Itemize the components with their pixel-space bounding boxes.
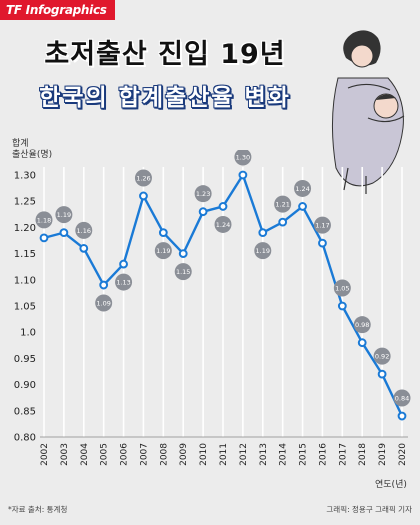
y-tick-label: 1.0 [20,328,36,339]
data-point [178,249,188,258]
x-tick-label: 2017 [338,443,348,466]
mother-baby-illustration [331,30,405,194]
data-point [357,338,367,348]
data-label-bubble [75,221,93,239]
data-point [158,228,168,238]
data-label-bubble [154,242,172,260]
page-title: 초저출산 진입 19년 [44,39,286,70]
data-label: 1.19 [156,247,170,255]
x-tick-label: 2020 [398,443,408,466]
data-point [39,233,49,243]
x-tick-label: 2002 [40,443,50,466]
data-label-bubble [134,169,152,187]
data-point [298,202,307,211]
data-label: 1.19 [57,211,71,219]
data-label: 1.09 [96,299,110,307]
data-label: 1.23 [196,190,210,198]
data-point [218,202,228,211]
y-tick-label: 0.80 [14,433,36,444]
data-point [238,170,248,180]
y-tick-label: 1.15 [14,249,36,260]
x-axis-unit: 연도(년) [375,480,407,490]
data-label-bubble [234,150,252,166]
data-point [258,228,268,238]
data-point [59,228,69,238]
data-label-bubble [35,211,53,229]
data-label-bubble [313,216,331,234]
x-tick-label: 2007 [139,443,149,466]
x-tick-label: 2011 [219,443,229,466]
y-tick-label: 1.30 [14,171,36,182]
data-label: 0.98 [355,321,369,329]
x-tick-label: 2009 [179,443,189,466]
line-chart: 0.800.850.900.951.01.051.101.151.201.251… [14,150,411,466]
data-point [99,280,109,290]
data-label-bubble [254,242,272,260]
data-label: 1.24 [216,221,230,229]
y-tick-label: 0.95 [14,354,36,365]
x-tick-label: 2018 [358,443,368,466]
data-label: 1.19 [256,247,270,255]
x-tick-label: 2015 [299,443,309,466]
data-label: 1.13 [116,278,130,286]
source-note: *자료 출처: 통계청 [8,505,68,514]
x-tick-label: 2003 [60,443,70,466]
data-label-bubble [55,206,73,224]
data-label: 1.05 [335,284,349,292]
data-label-bubble [115,273,133,291]
data-point [377,369,387,379]
data-label: 1.16 [77,227,91,235]
y-tick-label: 0.85 [14,406,36,417]
data-label: 1.17 [315,222,329,230]
y-tick-label: 1.10 [14,275,36,286]
x-tick-label: 2008 [159,443,169,466]
data-point [397,411,407,421]
data-label: 1.18 [37,216,51,224]
data-label: 1.21 [275,201,289,209]
data-label-bubble [333,279,351,297]
data-label: 0.92 [375,353,389,361]
data-label: 1.26 [136,174,150,182]
x-tick-label: 2014 [279,443,289,466]
data-point [198,207,208,217]
data-label-bubble [353,316,371,334]
x-tick-label: 2006 [120,443,130,466]
data-label-bubble [393,389,411,407]
y-tick-label: 0.90 [14,380,36,391]
data-label: 1.24 [295,185,309,193]
y-tick-label: 1.20 [14,223,36,234]
data-label-bubble [214,215,232,233]
graphic-credit: 그래픽: 정용구 그래픽 기자 [326,505,412,514]
x-tick-label: 2005 [100,443,110,466]
x-tick-label: 2004 [80,443,90,466]
y-tick-label: 1.05 [14,302,36,313]
data-label-bubble [174,263,192,281]
x-tick-label: 2016 [318,443,328,466]
data-label: 1.15 [176,268,190,276]
data-label-bubble [373,347,391,365]
data-point [139,191,148,201]
data-label-bubble [294,179,312,197]
x-tick-label: 2010 [199,443,209,466]
data-label: 1.30 [236,153,250,161]
data-point [318,238,327,248]
x-tick-label: 2012 [239,443,249,466]
x-tick-label: 2013 [259,443,269,466]
data-label-bubble [274,195,292,213]
data-point [337,301,347,311]
data-point [278,217,288,227]
data-label: 0.84 [395,394,409,402]
data-label-bubble [95,294,113,312]
data-point [79,243,89,253]
data-point [119,259,128,269]
x-tick-label: 2019 [378,443,388,466]
data-label-bubble [194,185,212,203]
y-tick-label: 1.25 [14,197,36,208]
y-axis-label: 합계 출산율(명) [12,139,53,160]
page-subtitle: 한국의 합계출산율 변화 [39,85,291,111]
brand-logo: TF Infographics [0,0,115,20]
